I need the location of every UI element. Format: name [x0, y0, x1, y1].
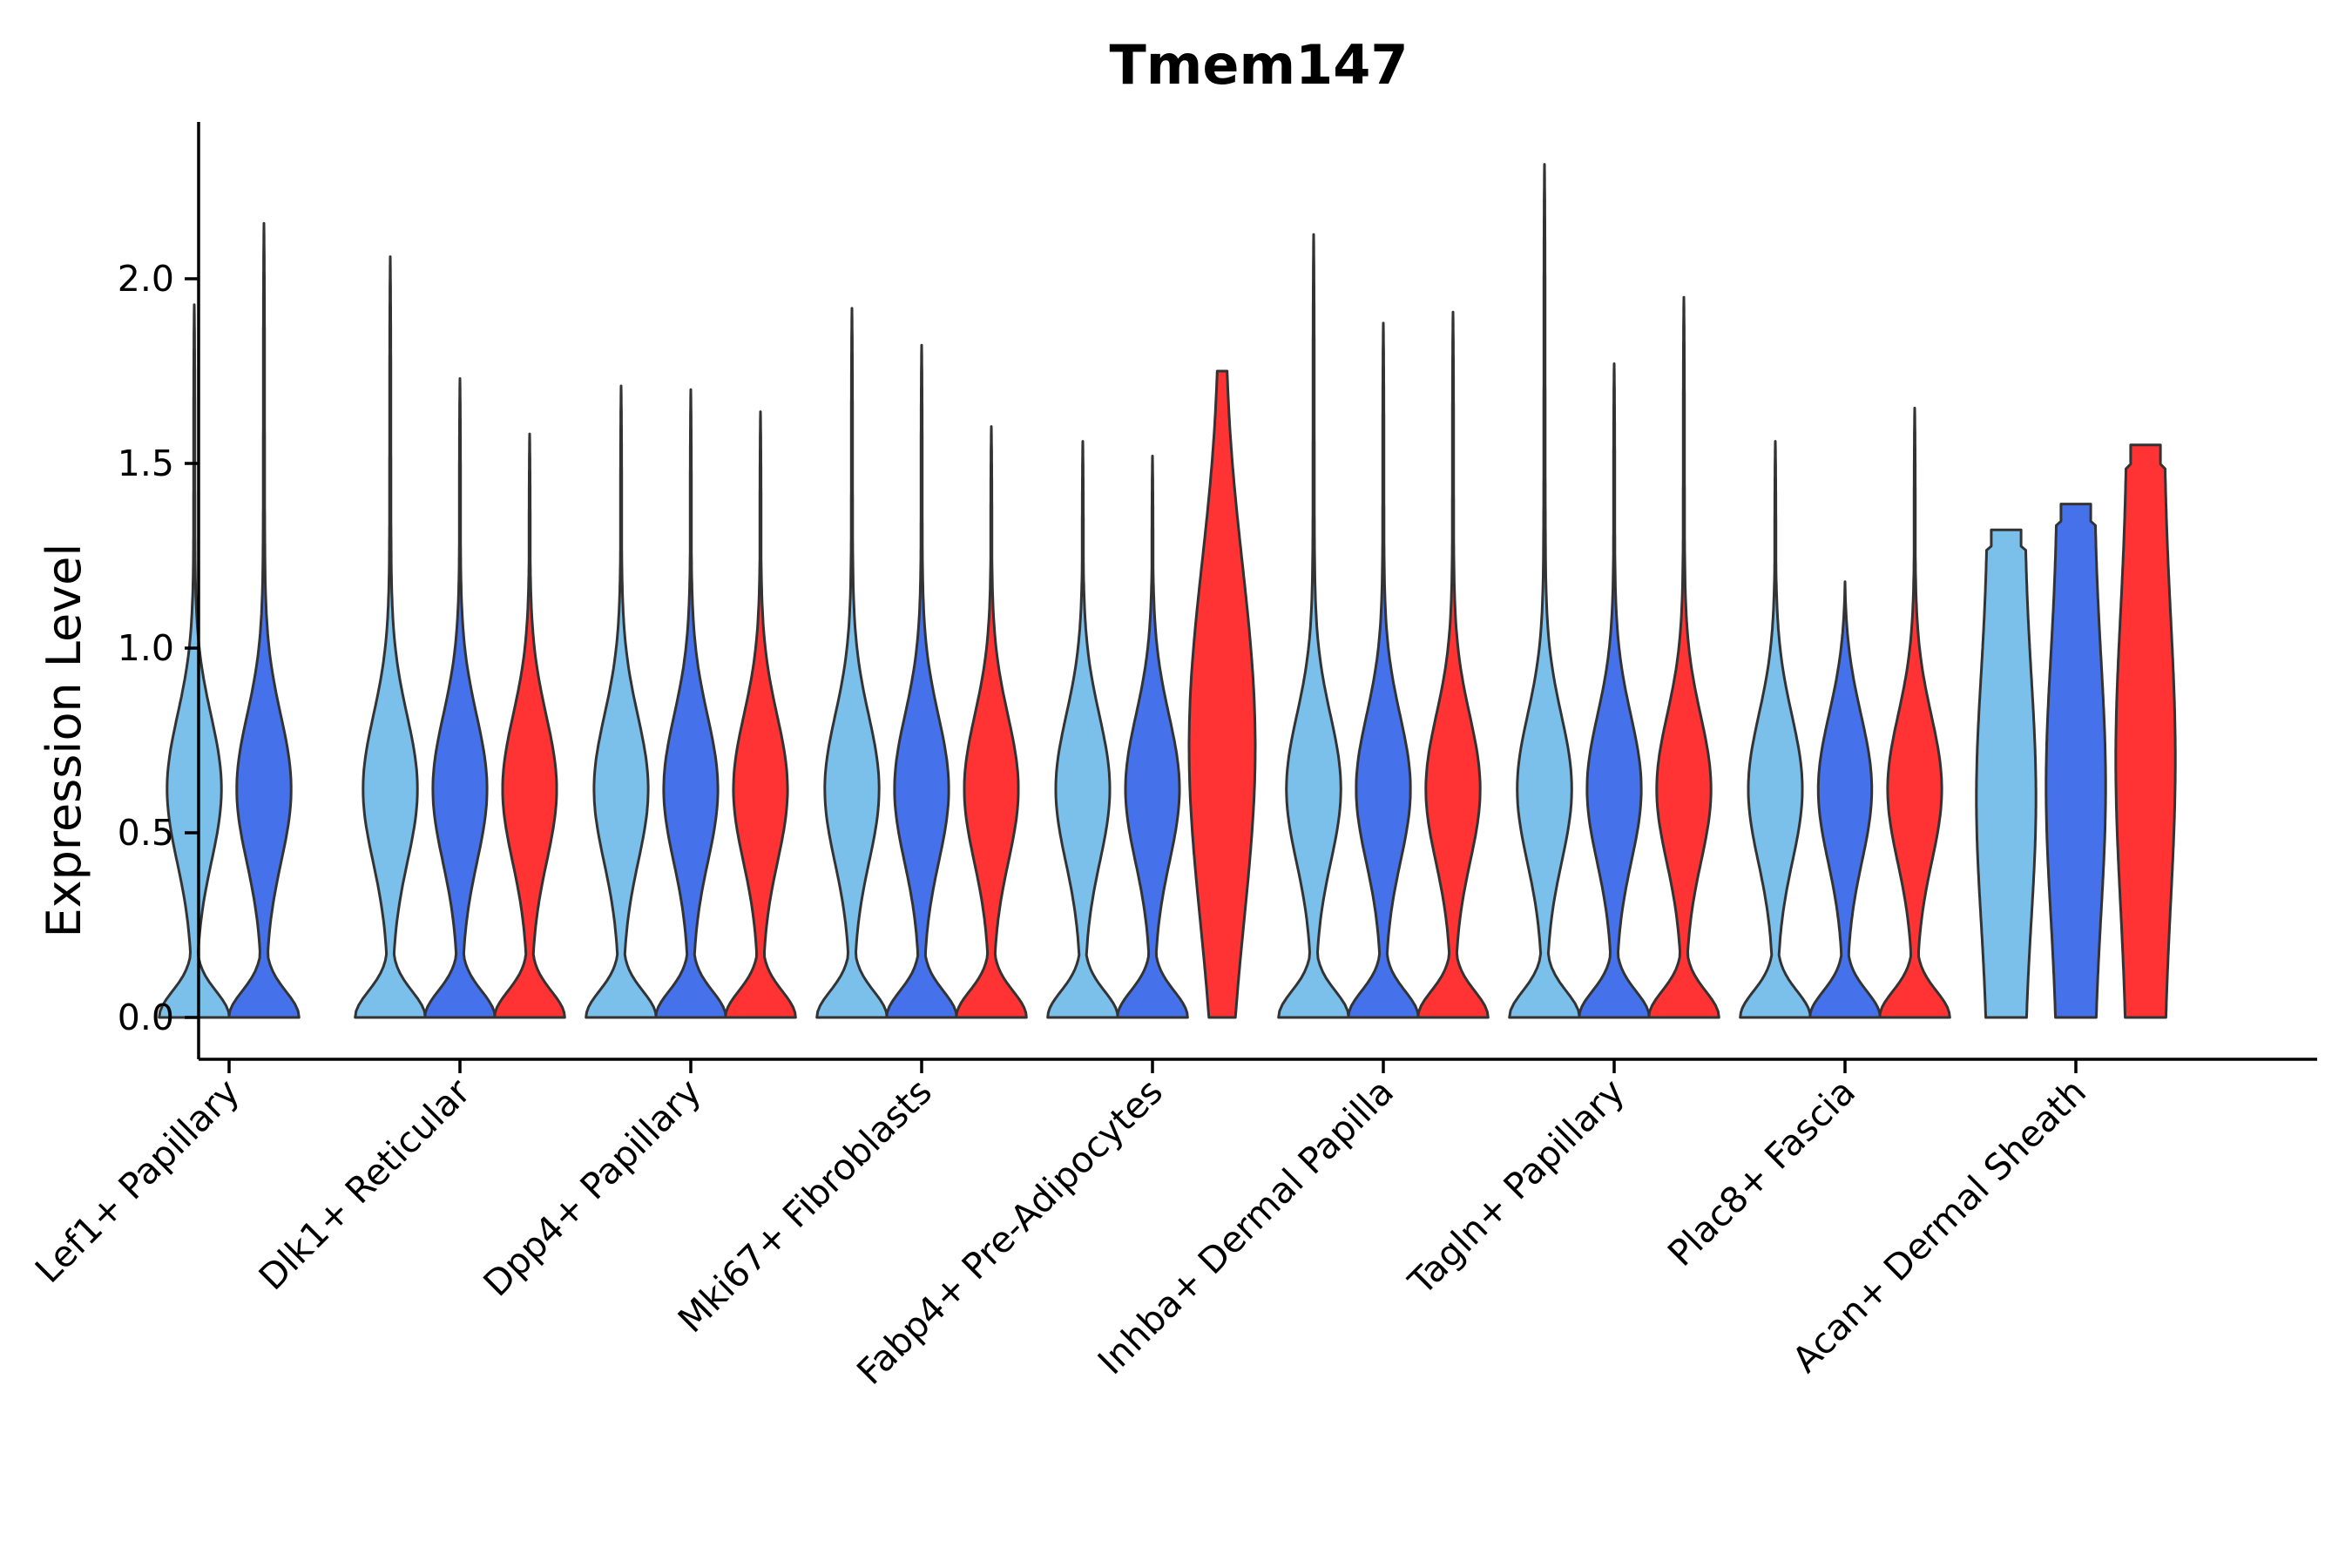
violin-3-1: [585, 384, 658, 1019]
violin-6-1: [1277, 233, 1350, 1019]
y-tick-label: 0.5: [118, 812, 174, 854]
violin-6-3: [1416, 310, 1490, 1019]
x-tick-label: Plac8+ Fascia: [1659, 1071, 1863, 1274]
violin-2-1: [354, 255, 427, 1019]
violin-5-3: [1187, 369, 1257, 1019]
chart-title: Tmem147: [1110, 33, 1409, 97]
violin-6-2: [1347, 321, 1420, 1019]
violin-4-1: [815, 307, 889, 1019]
violin-1-2: [227, 221, 301, 1019]
violin-layer: [158, 163, 2177, 1019]
violin-2-2: [423, 377, 497, 1019]
y-axis: 0.0 0.5 1.0 1.5 2.0: [118, 122, 200, 1059]
violin-4-2: [885, 343, 958, 1019]
violin-7-3: [1647, 295, 1720, 1019]
x-tick-label: Tagln+ Papillary: [1400, 1071, 1632, 1303]
violin-9-3: [2114, 443, 2177, 1019]
violin-5-1: [1046, 440, 1119, 1019]
violin-8-3: [1878, 406, 1951, 1019]
violin-8-1: [1739, 440, 1812, 1019]
violin-3-3: [724, 410, 797, 1019]
x-tick-label: Mki67+ Fibroblasts: [670, 1071, 940, 1341]
y-axis-label: Expression Level: [37, 544, 91, 938]
violin-3-2: [654, 388, 727, 1019]
x-tick-label: Lef1+ Papillary: [27, 1071, 247, 1291]
x-tick-label: Dlk1+ Reticular: [251, 1071, 478, 1298]
y-tick-label: 0.0: [118, 997, 174, 1038]
y-tick-label: 1.0: [118, 627, 174, 669]
violin-8-2: [1808, 580, 1882, 1019]
violin-1-1: [158, 303, 231, 1019]
violin-9-1: [1975, 528, 2038, 1019]
violin-7-2: [1578, 362, 1651, 1019]
violin-2-3: [493, 432, 566, 1019]
violin-4-3: [955, 425, 1028, 1019]
y-tick-label: 1.5: [118, 443, 174, 484]
violin-9-2: [2044, 503, 2107, 1019]
y-tick-label: 2.0: [118, 258, 174, 300]
violin-7-1: [1508, 163, 1581, 1019]
violin-5-2: [1116, 455, 1189, 1019]
x-tick-label: Dpp4+ Papillary: [476, 1071, 709, 1304]
